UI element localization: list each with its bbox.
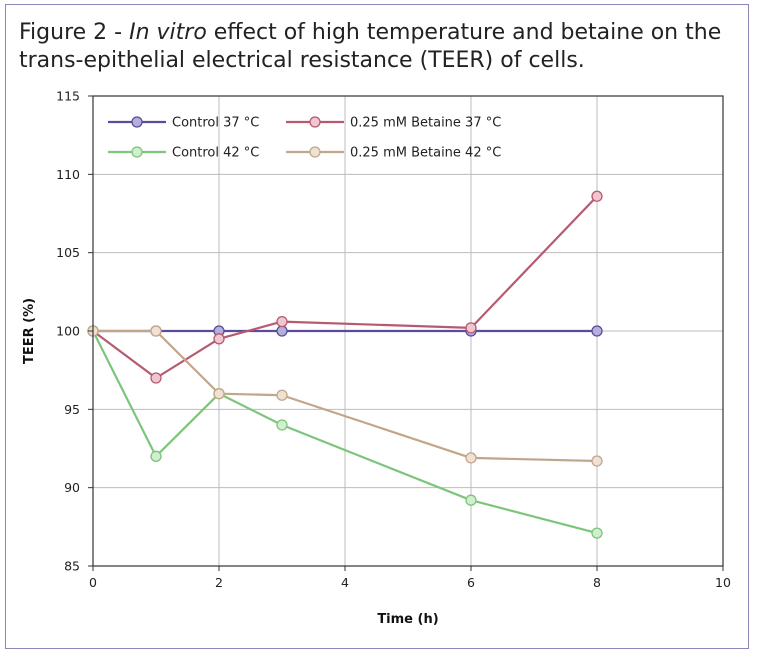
data-point: [591, 455, 603, 467]
title-prefix: Figure 2 -: [19, 20, 130, 45]
figure-frame: [5, 4, 749, 649]
data-point: [213, 388, 225, 400]
legend-item: Control 42 °C: [108, 146, 259, 161]
x-axis-label: Time (h): [377, 612, 438, 627]
legend-marker: [309, 116, 321, 128]
data-point: [465, 452, 477, 464]
y-tick-label: 85: [64, 559, 80, 574]
x-tick-label: 6: [467, 575, 475, 590]
x-tick-label: 4: [341, 575, 349, 590]
data-point: [591, 190, 603, 202]
axis-ticks: 0 2 4 6 8 10 85 90 95 100 105 110 115: [56, 89, 731, 591]
series-line: [92, 330, 598, 535]
legend-label: 0.25 mM Betaine 37 °C: [350, 116, 501, 131]
y-tick-label: 100: [56, 324, 80, 339]
data-point: [276, 315, 288, 328]
y-tick-label: 115: [56, 89, 80, 104]
legend-label: Control 42 °C: [172, 146, 259, 161]
x-tick-label: 0: [89, 575, 97, 590]
y-tick-label: 90: [64, 480, 80, 495]
legend-marker: [309, 146, 321, 158]
data-point: [150, 450, 162, 462]
data-point: [465, 494, 477, 506]
legend-marker: [131, 146, 143, 158]
y-tick-label: 110: [56, 167, 80, 182]
y-tick-label: 95: [64, 402, 80, 417]
x-tick-label: 8: [593, 575, 601, 590]
x-tick-label: 10: [715, 575, 731, 590]
title-italic: In vitro: [129, 20, 207, 45]
legend-label: Control 37 °C: [172, 116, 259, 131]
series-line: [92, 195, 598, 380]
legend-item: 0.25 mM Betaine 37 °C: [286, 116, 501, 131]
x-tick-label: 2: [215, 575, 223, 590]
y-tick-label: 105: [56, 245, 80, 260]
data-point: [150, 325, 162, 337]
title-line1-rest: effect of high temperature and betaine o…: [206, 20, 722, 45]
data-point: [465, 322, 477, 334]
legend-marker: [131, 116, 143, 128]
series-line: [93, 329, 598, 463]
legend-label: 0.25 mM Betaine 42 °C: [350, 146, 501, 161]
data-point: [591, 527, 603, 539]
legend-item: Control 37 °C: [108, 116, 259, 131]
data-point: [276, 419, 288, 431]
data-point: [150, 372, 162, 384]
title-line2: trans-epithelial electrical resistance (…: [19, 48, 585, 73]
figure-title: Figure 2 - In vitro effect of high tempe…: [19, 19, 739, 75]
legend: Control 37 °C 0.25 mM Betaine 37 °C Contro…: [108, 116, 501, 161]
data-point: [276, 325, 288, 337]
y-axis-label: TEER (%): [22, 298, 37, 364]
data-point: [276, 389, 288, 401]
data-point: [591, 325, 603, 337]
series-layer: [87, 190, 603, 539]
legend-item: 0.25 mM Betaine 42 °C: [286, 146, 501, 161]
data-point: [213, 333, 225, 345]
